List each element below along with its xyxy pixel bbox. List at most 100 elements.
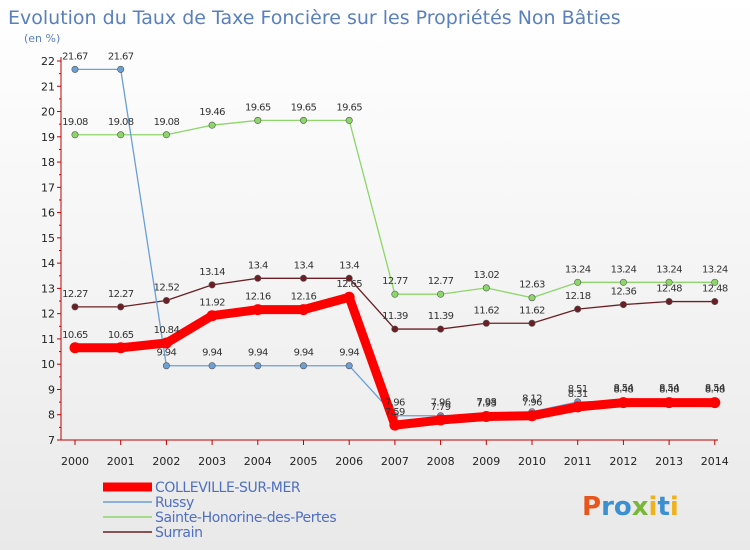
data-point-sainte-honorine-des-pertes bbox=[117, 131, 125, 139]
data-point-colleville-sur-mer bbox=[252, 304, 264, 316]
x-tick-label: 2011 bbox=[564, 455, 592, 468]
data-point-surrain bbox=[619, 301, 627, 309]
y-tick-label: 11 bbox=[41, 333, 55, 346]
y-tick-label: 12 bbox=[41, 308, 55, 321]
data-label-russy: 7.96 bbox=[385, 398, 405, 409]
data-label-russy: 9.94 bbox=[156, 348, 176, 359]
data-point-sainte-honorine-des-pertes bbox=[482, 284, 490, 292]
data-label-sainte-honorine-des-pertes: 12.63 bbox=[519, 280, 545, 291]
data-point-sainte-honorine-des-pertes bbox=[574, 278, 582, 286]
proxiti-logo-text: Proxiti bbox=[582, 492, 679, 522]
data-label-surrain: 13.4 bbox=[294, 260, 314, 271]
y-tick-label: 17 bbox=[41, 181, 55, 194]
x-tick-label: 2001 bbox=[107, 455, 135, 468]
data-point-colleville-sur-mer bbox=[343, 291, 355, 303]
x-tick-label: 2009 bbox=[472, 455, 500, 468]
data-label-surrain: 11.39 bbox=[382, 311, 408, 322]
data-point-colleville-sur-mer bbox=[435, 414, 447, 426]
data-point-colleville-sur-mer bbox=[160, 337, 172, 349]
data-label-surrain: 13.14 bbox=[199, 267, 225, 278]
data-label-sainte-honorine-des-pertes: 12.77 bbox=[382, 276, 408, 287]
data-point-sainte-honorine-des-pertes bbox=[711, 278, 719, 286]
data-label-russy: 9.94 bbox=[248, 348, 268, 359]
data-point-surrain bbox=[71, 303, 79, 311]
data-point-colleville-sur-mer bbox=[298, 304, 309, 316]
data-label-sainte-honorine-des-pertes: 19.65 bbox=[291, 102, 317, 113]
data-label-surrain: 12.48 bbox=[656, 284, 682, 295]
data-point-colleville-sur-mer bbox=[526, 410, 538, 422]
data-label-surrain: 13.4 bbox=[248, 260, 268, 271]
data-label-russy: 7.96 bbox=[431, 398, 451, 409]
data-point-russy bbox=[254, 362, 262, 370]
data-label-surrain: 13.4 bbox=[339, 260, 359, 271]
x-tick-label: 2004 bbox=[244, 455, 272, 468]
data-label-sainte-honorine-des-pertes: 12.77 bbox=[428, 276, 454, 287]
data-point-surrain bbox=[391, 325, 399, 333]
x-tick-label: 2013 bbox=[655, 455, 683, 468]
y-tick-label: 18 bbox=[41, 156, 55, 169]
series-labels: 19.08 19.08 19.08 19.46 19.65 19.65 19.65 12.77… bbox=[62, 51, 728, 418]
legend-label-russy: Russy bbox=[155, 495, 194, 511]
chart-title: Evolution du Taux de Taxe Foncière sur l… bbox=[8, 7, 621, 29]
y-tick-label: 22 bbox=[41, 55, 55, 68]
data-label-surrain: 12.18 bbox=[565, 291, 591, 302]
x-tick-label: 2002 bbox=[152, 455, 180, 468]
data-label-sainte-honorine-des-pertes: 19.65 bbox=[245, 102, 271, 113]
data-label-colleville-sur-mer: 8.48 bbox=[659, 385, 679, 396]
data-label-russy: 8.54 bbox=[613, 383, 633, 394]
x-tick-label: 2008 bbox=[427, 455, 455, 468]
data-point-sainte-honorine-des-pertes bbox=[162, 131, 170, 139]
data-label-surrain: 11.39 bbox=[428, 311, 454, 322]
y-tick-label: 13 bbox=[41, 282, 55, 295]
data-point-surrain bbox=[254, 274, 262, 282]
data-point-colleville-sur-mer bbox=[709, 397, 721, 409]
data-label-russy: 8.54 bbox=[659, 383, 679, 394]
data-label-colleville-sur-mer: 10.65 bbox=[62, 330, 88, 341]
data-label-sainte-honorine-des-pertes: 13.24 bbox=[702, 264, 728, 275]
data-point-surrain bbox=[437, 325, 445, 333]
data-label-sainte-honorine-des-pertes: 13.24 bbox=[656, 264, 682, 275]
data-label-colleville-sur-mer: 7.96 bbox=[522, 398, 542, 409]
data-point-colleville-sur-mer bbox=[617, 397, 629, 409]
data-point-surrain bbox=[665, 298, 673, 306]
data-point-russy bbox=[71, 65, 79, 73]
data-label-colleville-sur-mer: 7.59 bbox=[385, 407, 405, 418]
data-point-sainte-honorine-des-pertes bbox=[71, 131, 79, 139]
data-label-russy: 9.94 bbox=[339, 348, 359, 359]
data-point-sainte-honorine-des-pertes bbox=[528, 294, 536, 302]
data-point-surrain bbox=[117, 303, 125, 311]
data-label-surrain: 12.27 bbox=[108, 289, 134, 300]
data-label-surrain: 12.52 bbox=[154, 283, 180, 294]
y-tick-label: 15 bbox=[41, 232, 55, 245]
y-tick-label: 21 bbox=[41, 80, 55, 93]
data-point-sainte-honorine-des-pertes bbox=[437, 290, 445, 298]
data-label-russy: 21.67 bbox=[62, 51, 88, 62]
y-tick-label: 8 bbox=[48, 409, 55, 422]
x-tick-label: 2010 bbox=[518, 455, 546, 468]
data-label-sainte-honorine-des-pertes: 13.24 bbox=[611, 264, 637, 275]
data-label-colleville-sur-mer: 11.92 bbox=[199, 298, 225, 309]
data-point-sainte-honorine-des-pertes bbox=[208, 121, 216, 129]
data-point-colleville-sur-mer bbox=[389, 419, 401, 431]
data-point-surrain bbox=[574, 305, 582, 313]
data-label-colleville-sur-mer: 8.31 bbox=[568, 389, 588, 400]
data-label-surrain: 11.62 bbox=[473, 305, 499, 316]
data-label-colleville-sur-mer: 10.65 bbox=[108, 330, 134, 341]
data-point-russy bbox=[162, 362, 170, 370]
data-point-colleville-sur-mer bbox=[115, 342, 127, 354]
data-point-surrain bbox=[162, 297, 170, 305]
x-tick-label: 2000 bbox=[61, 455, 89, 468]
data-label-russy: 8.51 bbox=[568, 384, 588, 395]
data-point-sainte-honorine-des-pertes bbox=[619, 278, 627, 286]
data-point-colleville-sur-mer bbox=[69, 342, 81, 354]
data-label-colleville-sur-mer: 12.65 bbox=[336, 279, 362, 290]
data-point-sainte-honorine-des-pertes bbox=[391, 290, 399, 298]
data-label-colleville-sur-mer: 10.84 bbox=[154, 325, 180, 336]
data-label-russy: 7.98 bbox=[476, 397, 496, 408]
data-label-sainte-honorine-des-pertes: 19.08 bbox=[154, 117, 180, 128]
data-label-russy: 8.12 bbox=[522, 394, 542, 405]
x-tick-label: 2014 bbox=[701, 455, 729, 468]
y-tick-label: 19 bbox=[41, 131, 55, 144]
data-label-sainte-honorine-des-pertes: 13.02 bbox=[473, 270, 499, 281]
data-label-sainte-honorine-des-pertes: 19.08 bbox=[108, 117, 134, 128]
